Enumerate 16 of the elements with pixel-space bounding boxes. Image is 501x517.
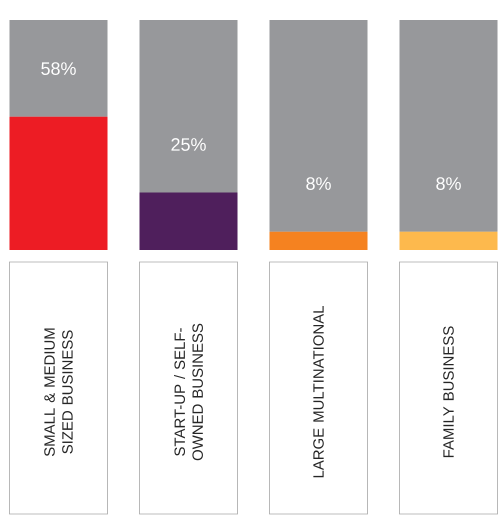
bar	[139, 192, 238, 250]
data-label: 8%	[436, 177, 461, 190]
x-tick-label: LARGE MULTINATIONAL	[313, 306, 324, 478]
bar	[399, 20, 498, 232]
bar	[269, 20, 368, 232]
bar	[139, 20, 238, 192]
data-label: 58%	[41, 62, 76, 75]
bar	[9, 116, 108, 250]
x-tick-label: START-UP / SELF-OWNED BUSINESS	[174, 324, 203, 460]
bar	[9, 20, 108, 117]
x-tick-label: FAMILY BUSINESS	[443, 326, 454, 458]
x-tick-label: SMALL & MEDIUM SIZED BUSINESS	[44, 328, 73, 456]
data-label: 8%	[306, 177, 331, 190]
bar	[399, 232, 498, 250]
data-label: 25%	[171, 138, 206, 151]
bar	[269, 232, 368, 250]
